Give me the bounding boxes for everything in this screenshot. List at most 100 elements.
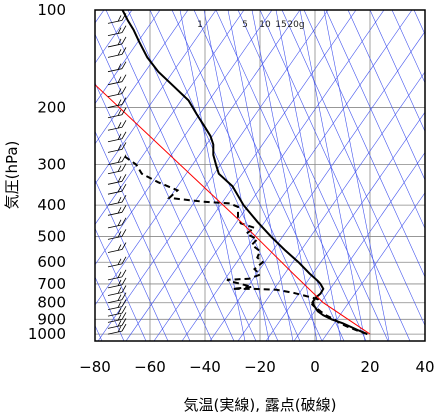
wind-barb-flag — [121, 107, 127, 115]
guide-line-mixing — [227, 10, 294, 341]
wind-barb-flag — [121, 318, 127, 326]
wind-barb-staff — [107, 312, 123, 317]
guide-line-adiabat — [293, 151, 425, 341]
wind-barb-flag — [121, 163, 127, 171]
wind-barb-flag — [117, 185, 122, 193]
guide-line-skew — [259, 10, 411, 341]
wind-barb-flag — [117, 244, 122, 251]
guide-line-skew — [105, 10, 257, 341]
wind-barb-staff — [107, 53, 123, 58]
guide-line-skew — [95, 33, 235, 341]
wind-barb-flag — [121, 292, 127, 300]
guide-line-skew — [95, 276, 125, 341]
plot-frame — [94, 9, 426, 342]
guide-line-mixing — [275, 10, 342, 341]
wind-barb-flag — [121, 25, 127, 33]
guide-line-adiabat — [95, 10, 301, 306]
wind-barb-staff — [107, 138, 123, 143]
wind-barb-flag — [117, 219, 122, 227]
x-tick-label: 20 — [360, 358, 379, 376]
guide-line-skew — [95, 130, 191, 341]
guide-line-mixing — [203, 10, 270, 341]
y-tick-label: 1000 — [28, 325, 66, 343]
wind-barb-staff — [107, 319, 123, 323]
x-tick-label: 40 — [415, 358, 434, 376]
wind-barb-flag — [117, 165, 122, 172]
guide-line-adiabat — [95, 10, 189, 145]
wind-barb-flag — [117, 301, 122, 308]
wind-barb-flag — [117, 122, 122, 129]
wind-barb-staff — [107, 299, 123, 304]
mixing-ratio-label: 1 — [197, 20, 203, 30]
wind-barb-flag — [121, 183, 127, 192]
wind-barb-staff — [107, 284, 123, 289]
wind-barb-staff — [107, 276, 123, 281]
wind-barb-flag — [117, 207, 122, 214]
wind-barb-staff — [107, 249, 123, 253]
wind-barb-flag — [117, 133, 122, 140]
wind-barb-flag — [121, 217, 127, 226]
wind-barb-flag — [121, 142, 127, 150]
wind-barb-staff — [107, 170, 123, 175]
mixing-ratio-label: 20g — [287, 20, 304, 30]
wind-barb-flag — [121, 242, 127, 250]
guide-line-skew — [95, 179, 169, 341]
grid — [95, 10, 425, 341]
guide-line-skew — [95, 82, 213, 341]
wind-barb-staff — [107, 114, 123, 119]
mixing-ratio-label: 5 — [242, 20, 248, 30]
guide-line-skew — [171, 10, 323, 341]
wind-barb-flag — [117, 231, 122, 238]
wind-barb-flag — [121, 154, 127, 162]
wind-barb-flag — [117, 279, 122, 287]
y-tick-label: 300 — [37, 156, 66, 174]
y-tick-label: 200 — [37, 99, 66, 117]
y-tick-label: 700 — [37, 275, 66, 293]
wind-barb-flag — [121, 285, 127, 293]
wind-barb-staff — [107, 324, 123, 329]
wind-barb-flag — [121, 13, 127, 21]
mixing-ratio-labels: 1 5 10 15 20g — [197, 20, 304, 30]
wind-barb-flag — [117, 325, 122, 333]
guide-line-skew — [391, 10, 425, 84]
guide-line-mixing — [179, 10, 246, 341]
guide-line-skew — [281, 10, 425, 327]
wind-barb-staff — [107, 20, 123, 24]
wind-barb-flag — [121, 74, 127, 82]
wind-barb-staff — [107, 81, 123, 86]
x-tick-label: −40 — [189, 358, 221, 376]
x-tick-label: −80 — [79, 358, 111, 376]
wind-barb-flag — [117, 176, 122, 183]
wind-barb-flag — [117, 314, 122, 321]
wind-barb-flag — [117, 99, 122, 106]
wind-barb-flag — [117, 49, 122, 56]
wind-barb-staff — [107, 235, 123, 240]
wind-barb-flag — [121, 120, 127, 128]
wind-barbs — [107, 2, 127, 335]
guide-line-adiabat — [95, 10, 273, 266]
wind-barb-flag — [117, 38, 122, 46]
wind-barb-flag — [121, 312, 127, 320]
wind-barb-flag — [121, 174, 127, 182]
guide-line-adiabat — [153, 10, 385, 341]
guide-line-adiabat — [237, 71, 425, 341]
wind-barb-flag — [121, 86, 127, 94]
wind-barb-flag — [117, 63, 122, 70]
guide-line-skew — [215, 10, 367, 341]
y-tick-label: 400 — [37, 196, 66, 214]
wind-barb-flag — [118, 2, 121, 8]
guide-line-mixing — [323, 10, 390, 341]
wind-barb-flag — [121, 305, 127, 314]
wind-barb-flag — [117, 88, 122, 95]
wind-barb-staff — [107, 104, 123, 108]
guide-line-skew — [325, 10, 425, 230]
dewpoint-line — [121, 154, 368, 336]
wind-barb-staff — [107, 180, 123, 185]
wind-barb-flag — [121, 61, 127, 69]
wind-barb-flag — [121, 131, 127, 139]
wind-barb-flag — [117, 307, 122, 315]
mixing-ratio-label: 10 — [259, 20, 271, 30]
wind-barb-staff — [107, 43, 123, 48]
wind-barb-flag — [117, 287, 122, 294]
